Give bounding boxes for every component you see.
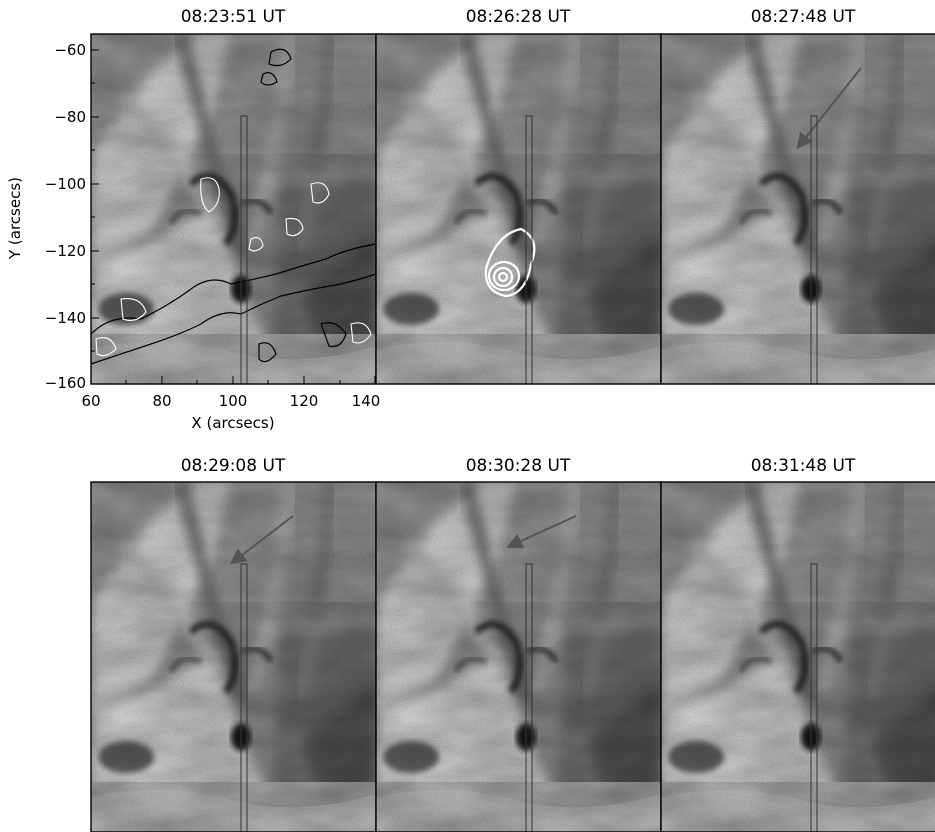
y-tick-labels: −60 −80 −100 −120 −140 −160: [45, 41, 86, 392]
y-tick-label: −140: [45, 309, 86, 327]
panel-title-6: 08:31:48 UT: [751, 456, 856, 476]
panel-title-3: 08:27:48 UT: [751, 7, 856, 27]
y-tick-label: −100: [45, 175, 86, 193]
panel-1: [90, 33, 377, 385]
black-contours: [90, 48, 377, 365]
panel-3: [660, 33, 935, 385]
arrow: [796, 67, 862, 150]
panel-5: [375, 481, 662, 832]
arrow: [506, 515, 577, 549]
y-tick-label: −60: [54, 41, 86, 59]
x-tick-label: 100: [219, 392, 248, 410]
axis-ticks: [90, 49, 376, 384]
y-tick-label: −80: [54, 108, 86, 126]
panel-titles: 08:23:51 UT 08:26:28 UT 08:27:48 UT 08:2…: [181, 7, 856, 476]
y-axis-label: Y (arcsecs): [6, 177, 24, 260]
slit: [525, 563, 533, 832]
panel-title-2: 08:26:28 UT: [466, 7, 571, 27]
x-tick-label: 80: [152, 392, 171, 410]
x-axis-label: X (arcsecs): [191, 414, 274, 432]
slit: [810, 563, 818, 832]
slit: [240, 563, 248, 832]
x-tick-label: 60: [81, 392, 100, 410]
x-tick-labels: 60 80 100 120 140: [81, 392, 380, 410]
panel-6: [660, 481, 935, 832]
x-tick-label: 120: [290, 392, 319, 410]
panel-title-5: 08:30:28 UT: [466, 456, 571, 476]
panel-2: [375, 33, 662, 385]
y-tick-label: −120: [45, 242, 86, 260]
panel-title-4: 08:29:08 UT: [181, 456, 286, 476]
white-contours: [95, 177, 372, 357]
y-tick-label: −160: [45, 374, 86, 392]
white-contours: [484, 227, 536, 298]
panel-4: [90, 481, 377, 832]
arrow: [229, 515, 294, 565]
x-tick-label: 140: [352, 392, 381, 410]
panel-title-1: 08:23:51 UT: [181, 7, 286, 27]
